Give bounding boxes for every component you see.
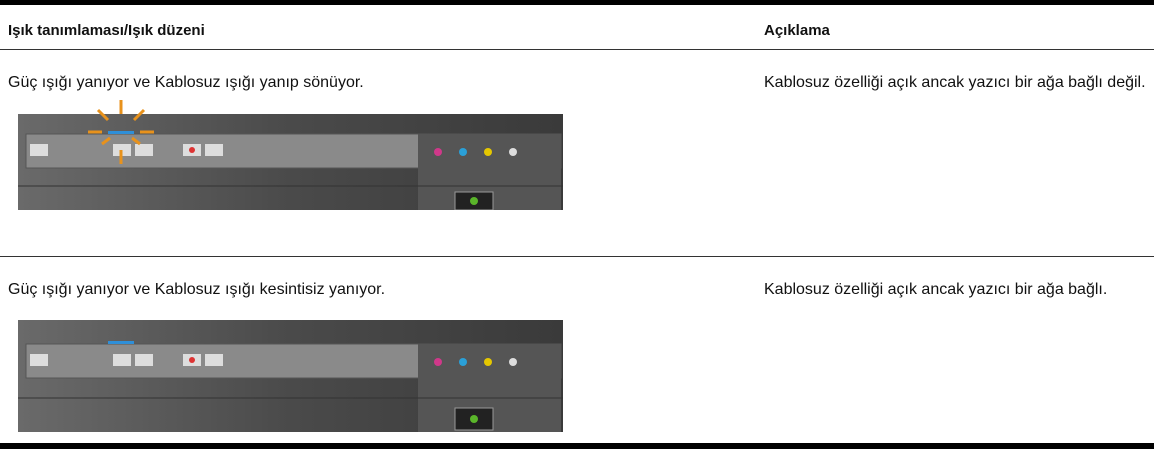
row-cell: Kablosuz özelliği açık ancak yazıcı bir …: [764, 281, 1108, 298]
control-panel-illustration: [18, 100, 563, 210]
row-cell: Güç ışığı yanıyor ve Kablosuz ışığı yanı…: [8, 74, 364, 91]
bottom-rule: [0, 443, 1154, 449]
row-cell: Güç ışığı yanıyor ve Kablosuz ışığı kesi…: [8, 281, 386, 298]
control-panel-illustration: [18, 320, 563, 432]
header-cell: Açıklama: [764, 22, 830, 39]
header-rule: [0, 49, 1154, 50]
header-cell: Işık tanımlaması/Işık düzeni: [8, 22, 205, 39]
row-cell: Kablosuz özelliği açık ancak yazıcı bir …: [764, 74, 1146, 91]
top-rule: [0, 0, 1154, 5]
row-rule: [0, 256, 1154, 257]
